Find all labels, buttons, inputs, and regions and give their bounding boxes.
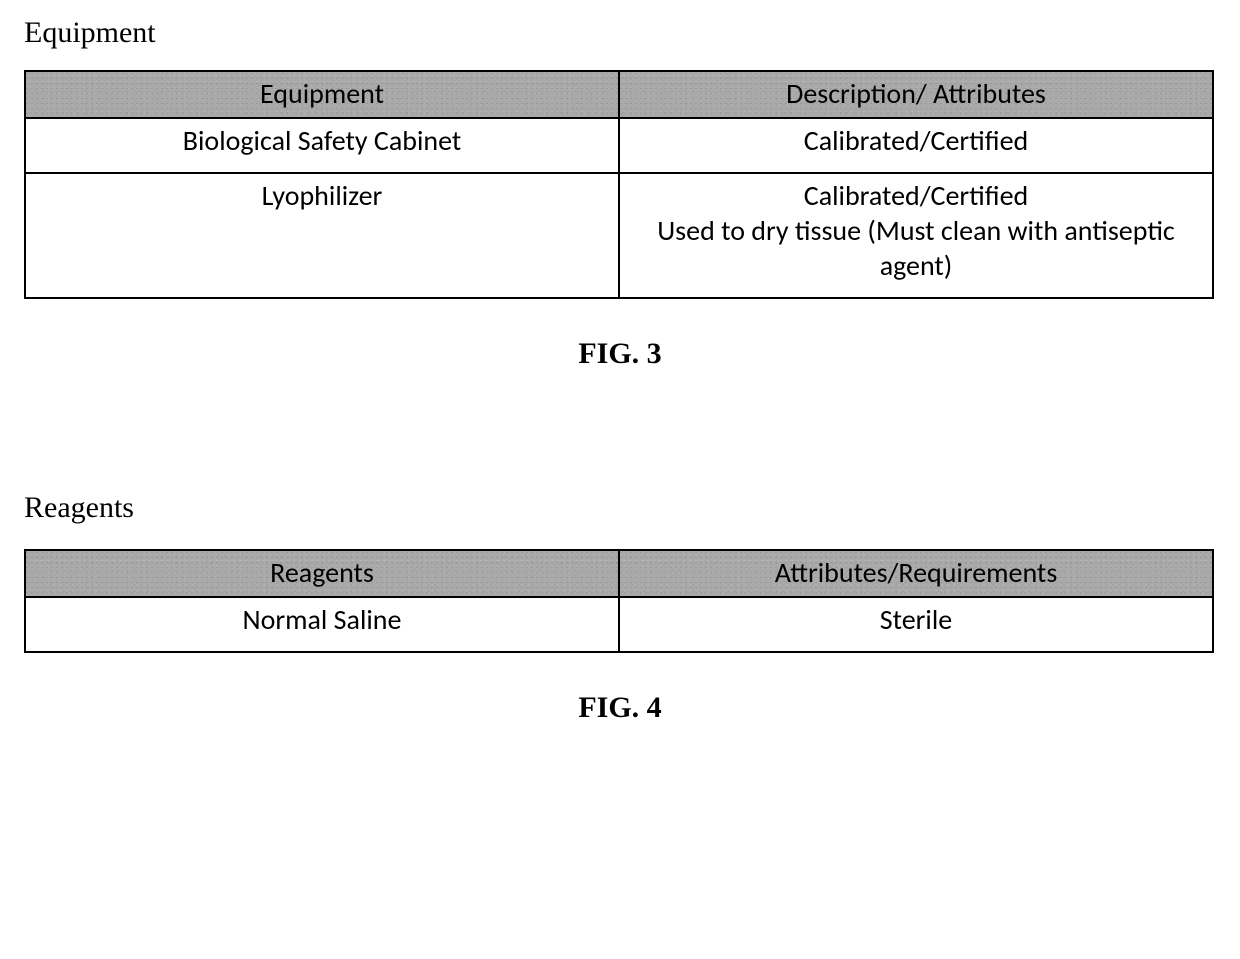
reagents-cell-r0c0: Normal Saline (25, 597, 619, 652)
figure-3-caption: FIG. 3 (24, 337, 1216, 371)
table-row: Biological Safety Cabinet Calibrated/Cer… (25, 118, 1213, 173)
figure-4-caption: FIG. 4 (24, 691, 1216, 725)
section-gap (24, 371, 1216, 491)
equipment-table: Equipment Description/ Attributes Biolog… (24, 70, 1214, 299)
reagents-table: Reagents Attributes/Requirements Normal … (24, 549, 1214, 653)
equipment-heading: Equipment (24, 16, 1216, 50)
equipment-col-header-1: Description/ Attributes (619, 71, 1213, 118)
reagents-col-header-0: Reagents (25, 550, 619, 597)
equipment-cell-r1c1: Calibrated/CertifiedUsed to dry tissue (… (619, 173, 1213, 298)
table-row: Lyophilizer Calibrated/CertifiedUsed to … (25, 173, 1213, 298)
equipment-col-header-0: Equipment (25, 71, 619, 118)
reagents-heading: Reagents (24, 491, 1216, 525)
table-header-row: Equipment Description/ Attributes (25, 71, 1213, 118)
equipment-cell-r0c1: Calibrated/Certified (619, 118, 1213, 173)
equipment-cell-r0c0: Biological Safety Cabinet (25, 118, 619, 173)
equipment-cell-r1c0: Lyophilizer (25, 173, 619, 298)
table-header-row: Reagents Attributes/Requirements (25, 550, 1213, 597)
reagents-col-header-1: Attributes/Requirements (619, 550, 1213, 597)
reagents-cell-r0c1: Sterile (619, 597, 1213, 652)
table-row: Normal Saline Sterile (25, 597, 1213, 652)
page-root: Equipment Equipment Description/ Attribu… (0, 0, 1240, 725)
